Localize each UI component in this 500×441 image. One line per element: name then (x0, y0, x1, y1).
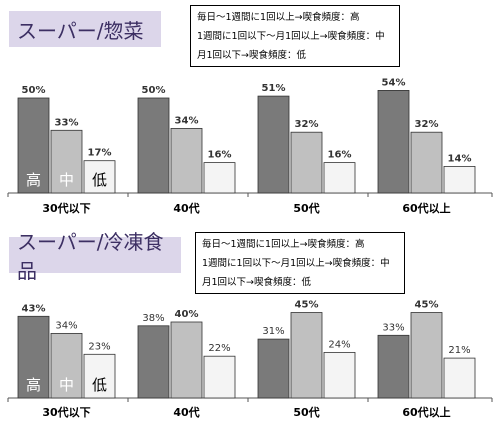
bar-低 (323, 162, 356, 194)
bar-高 (257, 338, 290, 399)
data-label: 54% (382, 77, 406, 88)
chart2-legend-line-2: 1週間に1回以下～月1回以上→喫食頻度：中 (202, 258, 390, 269)
bar-中 (50, 332, 83, 399)
data-label: 32% (295, 119, 319, 130)
data-label: 16% (328, 150, 352, 161)
category-label: 50代 (293, 201, 319, 215)
category-label: 30代以下 (42, 405, 90, 419)
data-label: 45% (415, 300, 439, 311)
data-label: 24% (328, 339, 350, 350)
data-label: 38% (142, 313, 164, 324)
category-label: 60代以上 (402, 201, 450, 215)
series-name-label: 中 (59, 376, 74, 394)
series-name-label: 高 (26, 376, 41, 394)
data-label: 33% (55, 117, 79, 128)
data-label: 22% (208, 343, 230, 354)
chart1-legend-line-2: 1週間に1回以下～月1回以上→喫食頻度：中 (197, 31, 385, 42)
series-name-label: 低 (92, 376, 107, 394)
bar-低 (203, 162, 236, 194)
bar-低 (203, 355, 236, 399)
bar-中 (170, 321, 203, 399)
bar-低 (443, 165, 476, 194)
bar-低 (443, 357, 476, 399)
chart2-legend-line-1: 毎日～1週間に1回以上→喫食頻度：高 (202, 239, 365, 250)
bar-中 (290, 131, 323, 194)
data-label: 31% (262, 326, 284, 337)
bar-低 (83, 353, 116, 399)
series-name-label: 高 (26, 171, 41, 189)
bar-低 (83, 160, 116, 194)
data-label: 34% (175, 115, 199, 126)
category-label: 60代以上 (402, 405, 450, 419)
bar-高 (377, 334, 410, 399)
bar-高 (257, 95, 290, 194)
chart2-legend: 毎日～1週間に1回以上→喫食頻度：高 1週間に1回以下～月1回以上→喫食頻度：中… (195, 232, 405, 294)
data-label: 17% (88, 148, 112, 159)
data-label: 50% (22, 85, 46, 96)
data-label: 40% (175, 309, 199, 320)
bar-高 (377, 90, 410, 194)
chart1-title: スーパー/惣菜 (9, 11, 161, 47)
bar-高 (17, 315, 50, 399)
category-label: 40代 (173, 201, 199, 215)
data-label: 23% (88, 341, 110, 352)
chart1-legend: 毎日～1週間に1回以上→喫食頻度：高 1週間に1回以下～月1回以上→喫食頻度：中… (190, 5, 400, 67)
bar-高 (137, 97, 170, 194)
category-label: 40代 (173, 405, 199, 419)
data-label: 21% (448, 345, 470, 356)
data-label: 32% (415, 119, 439, 130)
chart1-legend-line-3: 月1回以下→喫食頻度：低 (197, 50, 307, 61)
data-label: 16% (208, 150, 232, 161)
bar-中 (50, 129, 83, 194)
data-label: 14% (448, 153, 472, 164)
category-label: 30代以下 (42, 201, 90, 215)
category-label: 50代 (293, 405, 319, 419)
bar-中 (290, 312, 323, 399)
series-name-label: 中 (59, 171, 74, 189)
bar-中 (410, 312, 443, 399)
bar-高 (137, 325, 170, 399)
data-label: 45% (295, 300, 319, 311)
data-label: 34% (55, 320, 77, 331)
chart2-legend-line-3: 月1回以下→喫食頻度：低 (202, 277, 312, 288)
chart1-legend-line-1: 毎日～1週間に1回以上→喫食頻度：高 (197, 12, 360, 23)
data-label: 50% (142, 85, 166, 96)
data-label: 51% (262, 83, 286, 94)
series-name-label: 低 (92, 171, 107, 189)
data-label: 43% (22, 303, 46, 314)
bar-中 (410, 131, 443, 194)
bar-中 (170, 127, 203, 194)
data-label: 33% (382, 322, 404, 333)
bar-低 (323, 351, 356, 399)
bar-高 (17, 97, 50, 194)
